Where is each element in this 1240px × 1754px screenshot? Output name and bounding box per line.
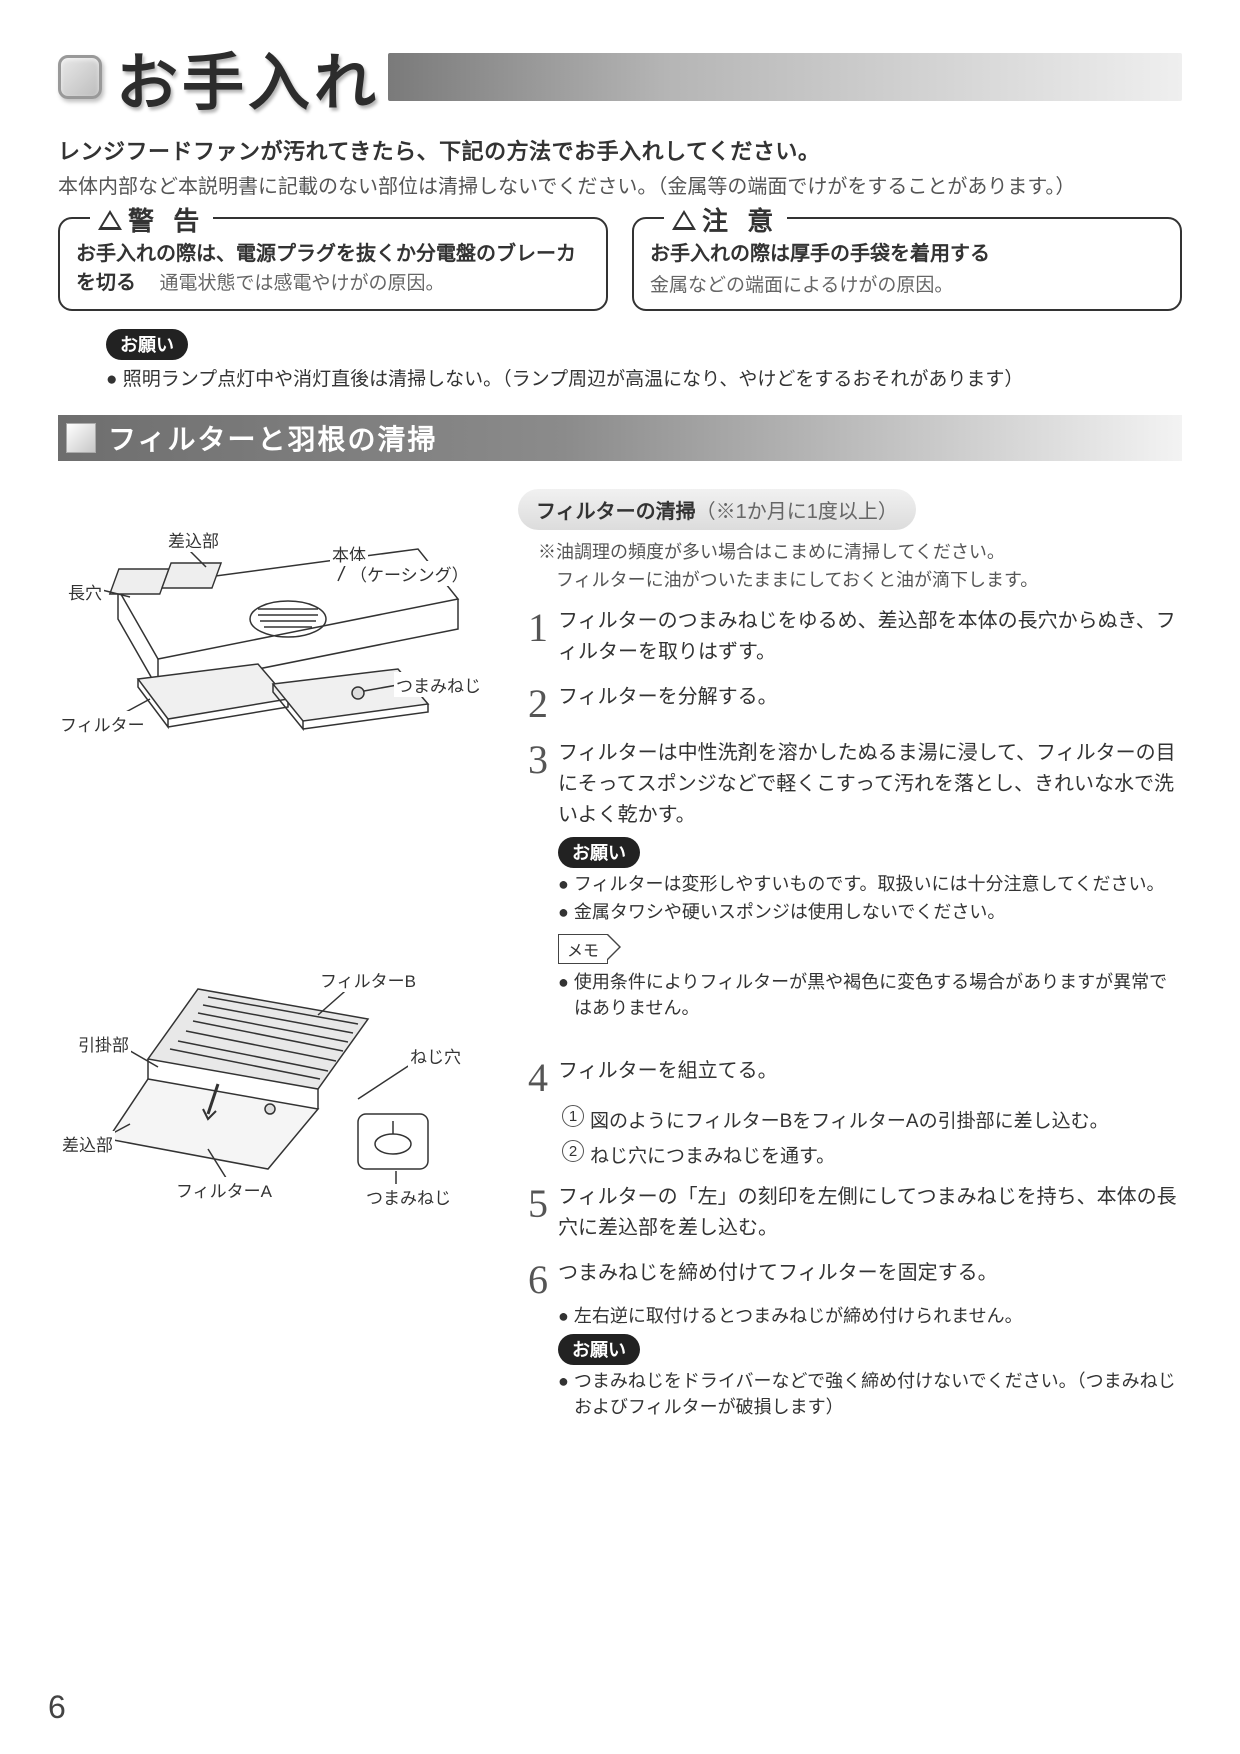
section-square-icon — [66, 423, 96, 453]
step-6-onegai: お願い — [558, 1334, 1182, 1365]
onegai-section: お願い ● 照明ランプ点灯中や消灯直後は清掃しない。（ランプ周辺が高温になり、や… — [106, 329, 1182, 391]
step-5: 5 フィルターの「左」の刻印を左側にしてつまみねじを持ち、本体の長穴に差込部を差… — [518, 1182, 1182, 1244]
step-4-sub-1: 1 図のようにフィルターBをフィルターAの引掛部に差し込む。 — [562, 1106, 1182, 1133]
filter-head-bold: フィルターの清掃 — [536, 501, 696, 523]
step-6: 6 つまみねじを締め付けてフィルターを固定する。 — [518, 1258, 1182, 1300]
label-filter-a: フィルターA — [174, 1177, 274, 1202]
step-num-3: 3 — [518, 740, 558, 780]
step-6-bullet-0: ● 左右逆に取付けるとつまみねじが締め付けられません。 — [558, 1302, 1182, 1328]
circled-1-icon: 1 — [562, 1105, 584, 1127]
step-4-sub-2-text: ねじ穴につまみねじを通す。 — [590, 1141, 1182, 1168]
label-filter: フィルター — [58, 711, 147, 736]
title-icon — [58, 55, 102, 99]
step-num-1: 1 — [518, 608, 558, 648]
step-3-bullet-2: ● 金属タワシや硬いスポンジは使用しないでください。 — [558, 898, 1182, 924]
step-2-body: フィルターを分解する。 — [558, 682, 778, 713]
step-3-memo-1: ● 使用条件によりフィルターが黒や褐色に変色する場合がありますが異常ではありませ… — [558, 968, 1182, 1020]
warning-legend: 警 告 — [90, 201, 213, 238]
label-tsumami2: つまみねじ — [364, 1184, 453, 1209]
caution-bold: お手入れの際は厚手の手袋を着用する — [650, 243, 990, 265]
caution-triangle-icon — [672, 210, 696, 230]
filter-head-light: （※1か月に1度以上） — [696, 501, 898, 523]
alert-row: 警 告 お手入れの際は、電源プラグを抜くか分電盤のブレーカを切る 通電状態では感… — [58, 217, 1182, 311]
warning-norm: 通電状態では感電やけがの原因。 — [140, 273, 444, 294]
section-title: フィルターと羽根の清掃 — [108, 418, 437, 458]
warning-box: 警 告 お手入れの際は、電源プラグを抜くか分電盤のブレーカを切る 通電状態では感… — [58, 217, 608, 311]
warning-triangle-icon — [98, 210, 122, 230]
step-6-onegai-pill: お願い — [558, 1334, 640, 1365]
caution-box: 注 意 お手入れの際は厚手の手袋を着用する 金属などの端面によるけがの原因。 — [632, 217, 1182, 311]
step-1-body: フィルターのつまみねじをゆるめ、差込部を本体の長穴からぬき、フィルターを取りはず… — [558, 606, 1182, 668]
onegai-pill: お願い — [106, 329, 188, 360]
section-header: フィルターと羽根の清掃 — [58, 415, 1182, 461]
caution-legend: 注 意 — [664, 201, 787, 238]
diagram-filter-removal: 差込部 長穴 本体 （ケーシング） つまみねじ フィルター — [58, 489, 498, 769]
step-4-body: フィルターを組立てる。 — [558, 1056, 778, 1087]
step-num-5: 5 — [518, 1184, 558, 1224]
step-num-4: 4 — [518, 1058, 558, 1098]
page-title: お手入れ — [116, 32, 380, 122]
step-4-sub-1-text: 図のようにフィルターBをフィルターAの引掛部に差し込む。 — [590, 1106, 1182, 1133]
label-sashikomi2: 差込部 — [60, 1131, 115, 1156]
step-6-bullet-1: ● つまみねじをドライバーなどで強く締め付けないでください。（つまみねじおよびフ… — [558, 1367, 1182, 1419]
label-sashikomi: 差込部 — [166, 527, 221, 552]
label-filter-b: フィルターB — [318, 967, 418, 992]
label-hikkake: 引掛部 — [76, 1031, 131, 1056]
page-title-row: お手入れ — [58, 32, 1182, 122]
memo-tag: メモ — [558, 934, 608, 964]
step-3-onegai: お願い — [558, 837, 1182, 868]
step-num-2: 2 — [518, 684, 558, 724]
step-4-sub-2: 2 ねじ穴につまみねじを通す。 — [562, 1141, 1182, 1168]
step-6-body: つまみねじを締め付けてフィルターを固定する。 — [558, 1258, 998, 1289]
filter-note-2: フィルターに油がついたままにしておくと油が滴下します。 — [538, 566, 1182, 592]
warning-legend-text: 警 告 — [128, 201, 205, 238]
caution-norm: 金属などの端面によるけがの原因。 — [650, 270, 1164, 297]
left-column: 差込部 長穴 本体 （ケーシング） つまみねじ フィルター — [58, 489, 498, 1419]
filter-note-1: ※油調理の頻度が多い場合はこまめに清掃してください。 — [538, 538, 1182, 564]
step-3: 3 フィルターは中性洗剤を溶かしたぬるま湯に浸して、フィルターの目にそってスポン… — [518, 738, 1182, 831]
step-3-onegai-pill: お願い — [558, 837, 640, 868]
caution-legend-text: 注 意 — [702, 201, 779, 238]
right-column: フィルターの清掃（※1か月に1度以上） ※油調理の頻度が多い場合はこまめに清掃し… — [518, 489, 1182, 1419]
intro-sub: 本体内部など本説明書に記載のない部位は清掃しないでください。（金属等の端面でけが… — [58, 170, 1182, 199]
label-neji-ana: ねじ穴 — [408, 1043, 463, 1068]
step-4: 4 フィルターを組立てる。 — [518, 1056, 1182, 1098]
diagram-filter-assembly: フィルターB 引掛部 ねじ穴 差込部 フィルターA つまみねじ — [58, 949, 498, 1209]
label-naga-ana: 長穴 — [66, 579, 104, 604]
step-5-body: フィルターの「左」の刻印を左側にしてつまみねじを持ち、本体の長穴に差込部を差し込… — [558, 1182, 1182, 1244]
step-2: 2 フィルターを分解する。 — [518, 682, 1182, 724]
page-number: 6 — [48, 1689, 66, 1726]
label-casing: （ケーシング） — [348, 561, 471, 586]
step-3-bullet-1: ● フィルターは変形しやすいものです。取扱いには十分注意してください。 — [558, 870, 1182, 896]
label-tsumami: つまみねじ — [394, 672, 483, 697]
step-num-6: 6 — [518, 1260, 558, 1300]
intro-bold: レンジフードファンが汚れてきたら、下記の方法でお手入れしてください。 — [58, 134, 1182, 166]
filter-clean-heading: フィルターの清掃（※1か月に1度以上） — [518, 489, 916, 530]
step-1: 1 フィルターのつまみねじをゆるめ、差込部を本体の長穴からぬき、フィルターを取り… — [518, 606, 1182, 668]
circled-2-icon: 2 — [562, 1140, 584, 1162]
content-columns: 差込部 長穴 本体 （ケーシング） つまみねじ フィルター — [58, 489, 1182, 1419]
onegai-line: ● 照明ランプ点灯中や消灯直後は清掃しない。（ランプ周辺が高温になり、やけどをす… — [106, 364, 1182, 391]
step-3-body: フィルターは中性洗剤を溶かしたぬるま湯に浸して、フィルターの目にそってスポンジな… — [558, 738, 1182, 831]
title-gradient-bar — [388, 53, 1182, 101]
